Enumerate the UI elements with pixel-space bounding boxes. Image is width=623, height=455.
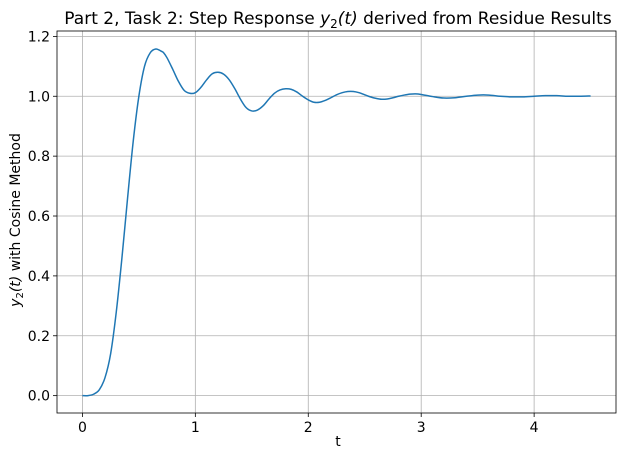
series-layer — [82, 48, 591, 397]
chart-title-math-base: y — [319, 9, 331, 29]
y-axis-label-math-base: y — [8, 298, 24, 308]
x-axis: 0 1 2 3 4 — [78, 413, 539, 436]
chart-title-suffix: derived from Residue Results — [358, 9, 612, 29]
series-line — [82, 48, 591, 397]
y-axis-label-suffix: with Cosine Method — [8, 133, 24, 276]
x-axis-label: t — [335, 434, 341, 450]
y-tick-label: 0.0 — [28, 389, 50, 405]
y-tick-label: 0.2 — [28, 329, 50, 345]
y-tick-label: 0.4 — [28, 269, 50, 285]
x-tick-label: 1 — [191, 420, 200, 436]
y-axis: 0.0 0.2 0.4 0.6 0.8 1.0 1.2 — [28, 29, 57, 405]
y-tick-label: 0.8 — [28, 149, 50, 165]
y-axis-label-math-sub: 2 — [15, 292, 26, 298]
chart-title-math-sub: 2 — [330, 17, 338, 31]
grid — [57, 31, 616, 413]
y-axis-label: y2(t) with Cosine Method — [8, 133, 26, 308]
y-tick-label: 1.2 — [28, 29, 50, 45]
chart-title-prefix: Part 2, Task 2: Step Response — [64, 9, 320, 29]
plot-frame — [56, 30, 617, 414]
y-axis-label-math-arg: (t) — [8, 276, 24, 292]
x-tick-label: 2 — [304, 420, 313, 436]
x-tick-label: 3 — [417, 420, 426, 436]
x-tick-label: 0 — [78, 420, 87, 436]
y-tick-label: 0.6 — [28, 209, 50, 225]
x-tick-label: 4 — [530, 420, 539, 436]
chart-title: Part 2, Task 2: Step Response y2(t) deri… — [64, 9, 612, 31]
y-tick-label: 1.0 — [28, 89, 50, 105]
chart-title-math-arg: (t) — [338, 9, 358, 29]
